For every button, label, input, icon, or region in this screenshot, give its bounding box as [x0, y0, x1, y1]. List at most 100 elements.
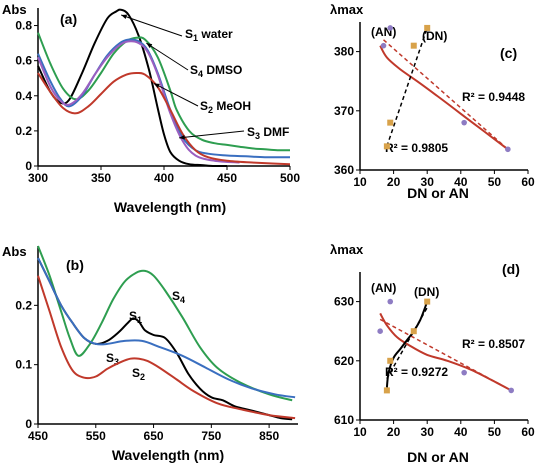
panel-a-arrow-head [179, 135, 185, 140]
panel-c-an-point [505, 146, 511, 153]
panel-c-an-point [380, 42, 387, 49]
panel-c-r2-dn: R² = 0.9805 [385, 141, 448, 155]
panel-d-x-tick-label: 50 [488, 425, 502, 439]
panel-c-x-tick-label: 20 [387, 175, 401, 189]
panel-c-an-point [387, 25, 394, 31]
panel-c-an-point [461, 119, 467, 126]
panel-a-label-arrow [153, 83, 199, 107]
panel-b-ylabel: Abs [2, 244, 27, 259]
panel-b-y-tick-label: 0.1 [15, 358, 32, 372]
panel-a-series-line [37, 38, 291, 159]
panel-a-y-tick-label: 0.2 [15, 124, 32, 138]
chart-panel-b: Abs (b) Wavelength (nm) S4 S1 S3 S2 450 5… [2, 244, 298, 463]
panel-a-xlabel: Wavelength (nm) [114, 199, 226, 215]
panel-a-x-tick-label: 400 [154, 171, 174, 185]
panel-a-x-tick-label: 450 [217, 171, 237, 185]
panel-d-dn-point [424, 298, 431, 305]
panel-c-r2-an: R² = 0.9448 [462, 90, 525, 104]
panel-c-dn-point [387, 119, 394, 126]
series-label-s4-dmso: S4 DMSO [190, 63, 242, 79]
panel-d-fit-line [379, 318, 512, 392]
series-label-s1-water: S1 water [185, 27, 233, 43]
panel-d-group-label-dn: (DN) [414, 285, 439, 299]
panel-c-dn-point [383, 143, 390, 150]
panel-b-label: (b) [66, 257, 84, 273]
panel-b-xlabel: Wavelength (nm) [112, 447, 224, 463]
chart-panel-a: Abs (a) Wavelength (nm) S1 water S4 DMSO… [2, 2, 300, 215]
panel-c-x-tick-label: 60 [521, 175, 535, 189]
panel-c-an-curve [379, 45, 509, 151]
panel-b-series-line [37, 257, 296, 399]
panel-a-y-tick-label: 0.6 [15, 54, 32, 68]
panel-d-dn-point [383, 387, 390, 394]
panel-a-label: (a) [60, 11, 77, 27]
panel-a-y-tick-label: 0.4 [15, 89, 32, 103]
panel-c-y-tick-label: 360 [334, 163, 354, 177]
series-label-s2-meoh: S2 MeOH [200, 99, 251, 115]
panel-d-dn-point [387, 357, 394, 364]
panel-a-label-arrow [120, 14, 183, 37]
chart-panel-c: λmax (c) (AN) (DN) DN or AN R² = 0.9448 … [330, 2, 535, 201]
panel-d-x-tick-label: 20 [387, 425, 401, 439]
panel-c-label: (c) [500, 45, 517, 61]
panel-c-x-tick-label: 40 [454, 175, 468, 189]
panel-d-x-tick-label: 40 [454, 425, 468, 439]
panel-c-dn-point [424, 24, 431, 31]
panel-c-y-tick-label: 380 [334, 45, 354, 59]
panel-a-y-tick-label: 0 [25, 159, 32, 173]
panel-a-x-tick-label: 300 [28, 171, 48, 185]
panel-d-x-tick-label: 10 [353, 425, 367, 439]
panel-c-ylabel: λmax [330, 2, 364, 17]
panel-d-ylabel: λmax [330, 242, 364, 257]
panel-c-x-tick-label: 10 [353, 175, 367, 189]
panel-a-label-arrow [146, 42, 189, 71]
panel-c-x-tick-label: 30 [421, 175, 435, 189]
panel-d-dn-point [410, 328, 417, 335]
panel-a-arrow-head [146, 43, 153, 49]
panel-d-x-tick-label: 60 [521, 425, 535, 439]
panel-b-series-line [37, 245, 293, 402]
panel-a-y-tick-label: 0.8 [15, 19, 32, 33]
panel-a-x-tick-label: 350 [91, 171, 111, 185]
series-label-s3-dmf: S3 DMF [247, 125, 289, 141]
panel-a-label-arrow [179, 130, 245, 139]
series-label-s2: S2 [132, 366, 145, 382]
series-label-s4: S4 [172, 289, 185, 305]
panel-d-group-label-an: (AN) [371, 281, 396, 295]
panel-d-an-point [387, 298, 394, 305]
panel-b-x-tick-label: 650 [144, 429, 164, 443]
panel-a-arrow-head [121, 14, 128, 20]
panel-c-group-label-dn: (DN) [422, 29, 447, 43]
panel-b-x-tick-label: 750 [201, 429, 221, 443]
panel-a-arrow-head [153, 83, 160, 89]
panel-d-xlabel: DN or AN [407, 449, 469, 465]
panel-b-x-tick-label: 850 [259, 429, 279, 443]
panel-d-r2-dn: R² = 0.9272 [385, 365, 448, 379]
panel-b-series-line [37, 275, 296, 420]
panel-b-y-tick-label: 0 [25, 417, 32, 431]
panel-a-series-line [37, 71, 291, 166]
panel-a-series-line [37, 40, 240, 164]
panel-c-x-tick-label: 50 [488, 175, 502, 189]
panel-d-an-point [377, 328, 383, 335]
panel-d-x-tick-label: 30 [421, 425, 435, 439]
panel-d-y-tick-label: 610 [334, 413, 354, 427]
panel-b-y-tick-label: 0.2 [15, 298, 32, 312]
series-label-s3: S3 [106, 351, 119, 367]
panel-c-xlabel: DN or AN [407, 185, 469, 201]
panel-a-x-tick-label: 500 [280, 171, 300, 185]
panel-d-y-tick-label: 630 [334, 295, 354, 309]
panel-c-y-tick-label: 370 [334, 104, 354, 118]
panel-b-x-tick-label: 450 [28, 429, 48, 443]
panel-b-x-tick-label: 550 [86, 429, 106, 443]
panel-d-r2-an: R² = 0.8507 [462, 337, 525, 351]
panel-d-label: (d) [502, 261, 520, 277]
panel-d-y-tick-label: 620 [334, 354, 354, 368]
panel-c-fit-line [386, 27, 428, 147]
panel-a-ylabel: Abs [2, 2, 27, 17]
panel-b-series-line [37, 257, 293, 421]
panel-d-an-point [508, 387, 514, 394]
series-label-s1: S1 [129, 309, 142, 325]
panel-c-dn-point [410, 42, 417, 49]
